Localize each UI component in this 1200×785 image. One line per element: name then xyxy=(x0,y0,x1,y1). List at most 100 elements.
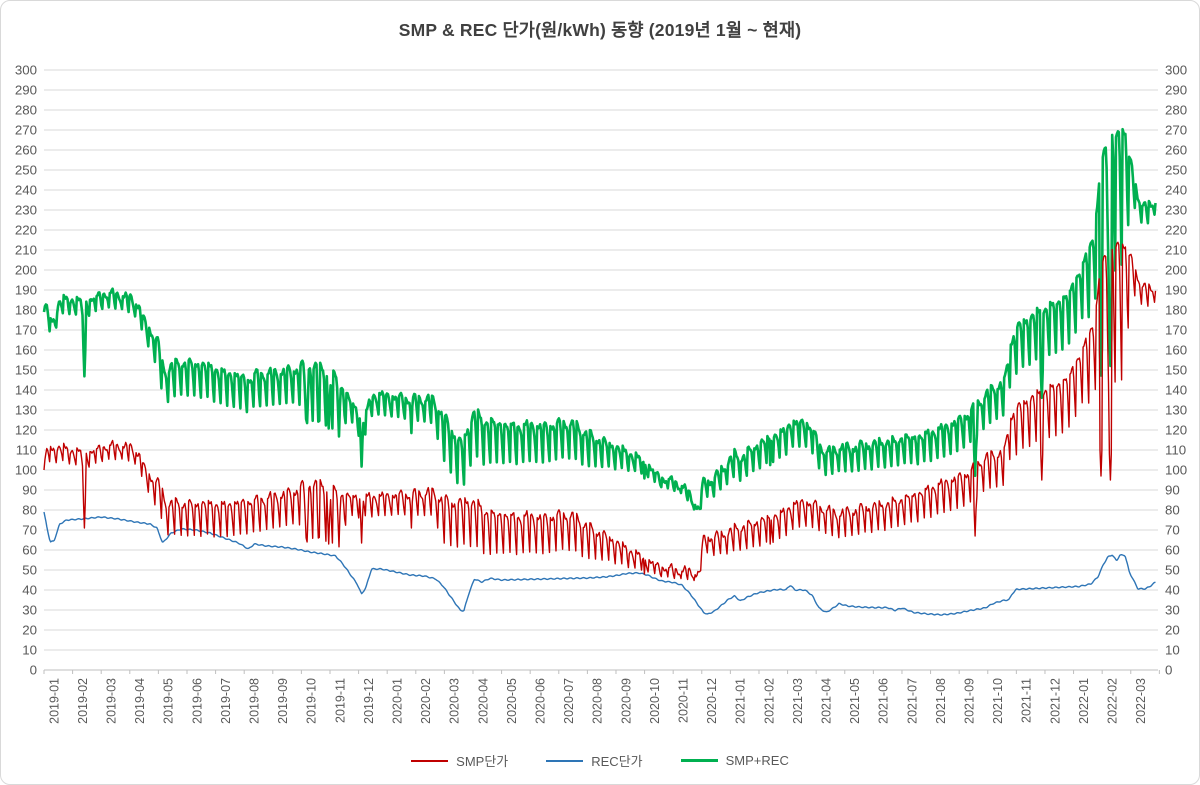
y-axis-tick-label: 120 xyxy=(1165,423,1187,438)
y-axis-tick-label: 220 xyxy=(1165,223,1187,238)
x-axis-month-label: 2021-07 xyxy=(905,678,919,724)
y-axis-tick-label: 240 xyxy=(15,183,37,198)
legend-line-swatch xyxy=(411,759,449,762)
x-axis-month-label: 2020-05 xyxy=(505,678,519,724)
legend-label: REC단가 xyxy=(591,754,643,769)
y-axis-tick-label: 10 xyxy=(1165,643,1180,658)
y-axis-tick-label: 150 xyxy=(1165,363,1187,378)
y-axis-tick-label: 150 xyxy=(15,363,37,378)
x-axis-month-label: 2019-05 xyxy=(162,678,176,724)
y-axis-tick-label: 300 xyxy=(1165,63,1187,78)
y-axis-tick-label: 30 xyxy=(1165,603,1180,618)
y-axis-tick-label: 110 xyxy=(16,443,37,458)
chart-legend: SMP단가 REC단가 SMP+REC xyxy=(1,751,1199,770)
x-axis-month-label: 2019-12 xyxy=(362,678,376,724)
x-axis-month-label: 2020-04 xyxy=(476,678,490,724)
y-axis-tick-label: 120 xyxy=(15,423,37,438)
x-axis-month-label: 2019-10 xyxy=(305,678,319,724)
legend-item: SMP+REC xyxy=(680,753,789,768)
x-axis-month-label: 2019-03 xyxy=(104,678,118,724)
y-axis-tick-label: 90 xyxy=(22,483,37,498)
y-axis-tick-label: 80 xyxy=(1165,503,1180,518)
y-axis-tick-label: 270 xyxy=(15,123,37,138)
y-axis-tick-label: 70 xyxy=(1165,523,1180,538)
x-axis-month-label: 2022-01 xyxy=(1077,678,1091,724)
y-axis-tick-label: 0 xyxy=(1165,663,1172,678)
y-axis-tick-label: 170 xyxy=(15,323,37,338)
y-axis-tick-label: 60 xyxy=(22,543,37,558)
legend-line-swatch xyxy=(680,759,718,762)
x-axis-month-label: 2021-05 xyxy=(848,678,862,724)
legend-label: SMP단가 xyxy=(456,754,509,769)
y-axis-tick-label: 220 xyxy=(15,223,37,238)
y-axis-tick-label: 180 xyxy=(15,303,37,318)
y-axis-tick-label: 270 xyxy=(1165,123,1187,138)
x-axis-month-label: 2020-10 xyxy=(648,678,662,724)
x-axis-month-label: 2019-04 xyxy=(133,678,147,724)
y-axis-tick-label: 210 xyxy=(1165,243,1187,258)
y-axis-tick-label: 190 xyxy=(1165,283,1187,298)
x-axis-month-label: 2022-03 xyxy=(1134,678,1148,724)
x-axis-month-label: 2021-08 xyxy=(934,678,948,724)
x-axis-month-label: 2021-06 xyxy=(877,678,891,724)
y-axis-tick-label: 260 xyxy=(15,143,37,158)
y-axis-tick-label: 290 xyxy=(15,83,37,98)
y-axis-tick-label: 200 xyxy=(15,263,37,278)
x-axis-month-label: 2020-11 xyxy=(676,678,690,723)
chart-title: SMP & REC 단가(원/kWh) 동향 (2019년 1월 ~ 현재) xyxy=(398,20,802,40)
y-axis-tick-label: 10 xyxy=(22,643,37,658)
smp-plus-rec-line xyxy=(42,127,1157,511)
x-axis-month-label: 2020-01 xyxy=(390,678,404,724)
y-axis-tick-label: 280 xyxy=(15,103,37,118)
y-axis-tick-label: 170 xyxy=(1165,323,1187,338)
x-axis-month-label: 2021-01 xyxy=(734,678,748,724)
x-axis-month-label: 2020-06 xyxy=(533,678,547,724)
y-axis-tick-label: 130 xyxy=(15,403,37,418)
x-axis-month-label: 2019-07 xyxy=(219,678,233,724)
y-axis-tick-label: 60 xyxy=(1165,543,1180,558)
x-axis-month-label: 2021-11 xyxy=(1020,678,1034,723)
x-axis-month-label: 2020-02 xyxy=(419,678,433,724)
x-axis-month-label: 2019-08 xyxy=(247,678,261,724)
y-axis-tick-label: 80 xyxy=(22,503,37,518)
y-axis-tick-label: 160 xyxy=(15,343,37,358)
x-axis-month-label: 2019-01 xyxy=(47,678,61,724)
y-axis-tick-label: 40 xyxy=(22,583,37,598)
y-axis-tick-label: 100 xyxy=(1165,463,1187,478)
x-axis-month-label: 2020-09 xyxy=(619,678,633,724)
x-axis-month-label: 2022-02 xyxy=(1105,678,1119,724)
x-axis-month-label: 2021-02 xyxy=(762,678,776,724)
x-axis-month-label: 2019-09 xyxy=(276,678,290,724)
y-axis-tick-label: 250 xyxy=(15,163,37,178)
y-axis-tick-label: 300 xyxy=(15,63,37,78)
y-axis-tick-label: 290 xyxy=(1165,83,1187,98)
y-axis-tick-label: 90 xyxy=(1165,483,1180,498)
y-axis-tick-label: 190 xyxy=(15,283,37,298)
smp-price-line xyxy=(43,241,1157,582)
rec-price-line xyxy=(43,511,1156,616)
y-axis-tick-label: 160 xyxy=(1165,343,1187,358)
x-axis-month-label: 2021-10 xyxy=(991,678,1005,724)
y-axis-tick-label: 280 xyxy=(1165,103,1187,118)
x-axis-month-label: 2020-07 xyxy=(562,678,576,724)
y-axis-tick-label: 230 xyxy=(15,203,37,218)
legend-line-swatch xyxy=(546,759,584,762)
x-axis-month-label: 2021-12 xyxy=(1048,678,1062,724)
y-axis-tick-label: 180 xyxy=(1165,303,1187,318)
x-axis-month-label: 2021-09 xyxy=(962,678,976,724)
y-axis-tick-label: 110 xyxy=(1165,443,1186,458)
y-axis-tick-label: 240 xyxy=(1165,183,1187,198)
y-axis-tick-label: 140 xyxy=(15,383,37,398)
y-axis-tick-label: 40 xyxy=(1165,583,1180,598)
y-axis-tick-label: 50 xyxy=(1165,563,1180,578)
legend-label: SMP+REC xyxy=(725,753,789,768)
y-axis-tick-label: 210 xyxy=(15,243,37,258)
y-axis-tick-label: 30 xyxy=(22,603,37,618)
x-axis-month-label: 2020-12 xyxy=(705,678,719,724)
x-axis-month-label: 2021-03 xyxy=(791,678,805,724)
y-axis-tick-label: 230 xyxy=(1165,203,1187,218)
y-axis-tick-label: 200 xyxy=(1165,263,1187,278)
x-axis-month-label: 2019-11 xyxy=(333,678,347,723)
legend-item: SMP단가 xyxy=(411,751,508,770)
